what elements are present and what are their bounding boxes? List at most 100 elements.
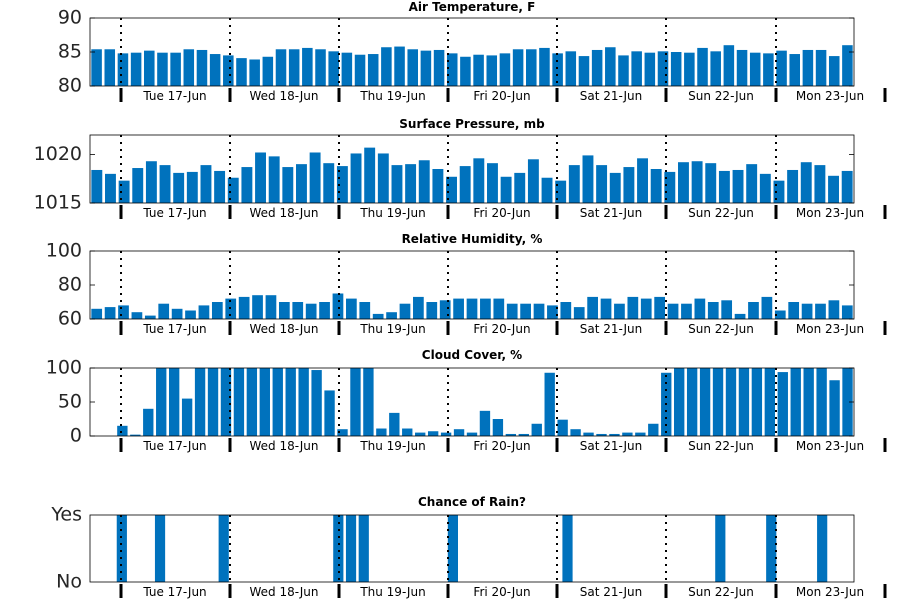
data-bar xyxy=(198,305,210,319)
data-bar xyxy=(614,303,625,319)
day-label: Tue 17-Jun xyxy=(142,206,206,220)
data-bar xyxy=(557,419,568,436)
data-bar xyxy=(573,307,585,319)
data-bar xyxy=(324,390,335,436)
day-label: Sun 22-Jun xyxy=(688,89,754,103)
data-bar xyxy=(328,51,339,86)
data-bar xyxy=(211,302,223,319)
data-bar xyxy=(670,52,682,86)
day-label: Tue 17-Jun xyxy=(142,89,206,103)
data-bar xyxy=(367,54,379,86)
panel-title: Air Temperature, F xyxy=(409,0,536,14)
data-bar xyxy=(143,408,154,436)
data-bar xyxy=(842,45,853,86)
data-bar xyxy=(262,56,274,86)
data-bar xyxy=(433,49,445,86)
data-bar xyxy=(319,302,330,319)
data-bar xyxy=(350,153,362,203)
y-tick-label: 85 xyxy=(58,41,82,63)
data-bar xyxy=(694,298,706,319)
data-bar xyxy=(278,302,290,319)
day-label: Wed 18-Jun xyxy=(250,89,319,103)
day-label: Mon 23-Jun xyxy=(796,206,864,220)
data-bar xyxy=(154,515,166,582)
day-label: Mon 23-Jun xyxy=(796,439,864,453)
data-bar xyxy=(346,298,357,319)
data-bar xyxy=(440,432,452,436)
chart-panel: Surface Pressure, mb 1015 1020 Tue 17-Jun We… xyxy=(34,117,887,220)
data-bar xyxy=(447,515,458,582)
data-bar xyxy=(828,175,839,203)
day-label: Fri 20-Jun xyxy=(473,585,530,599)
day-label: Mon 23-Jun xyxy=(796,585,864,599)
day-label: Fri 20-Jun xyxy=(473,89,530,103)
data-bar xyxy=(787,169,799,203)
data-bar xyxy=(386,312,397,319)
data-bar xyxy=(183,49,195,86)
data-bar xyxy=(748,302,759,319)
data-bar xyxy=(759,173,771,203)
data-bar xyxy=(446,53,458,86)
data-bar xyxy=(420,50,432,86)
data-bar xyxy=(803,368,814,436)
data-bar xyxy=(802,49,814,86)
data-bar xyxy=(506,303,518,319)
data-bar xyxy=(664,171,676,203)
data-bar xyxy=(790,368,801,436)
y-tick-label: 1020 xyxy=(34,143,82,165)
data-bar xyxy=(241,167,253,203)
data-bar xyxy=(699,368,711,436)
data-bar xyxy=(707,302,719,319)
data-bar xyxy=(774,310,786,319)
data-bar xyxy=(766,515,777,582)
data-bar xyxy=(391,165,403,203)
data-bar xyxy=(841,170,853,203)
y-tick-label: 100 xyxy=(46,240,82,262)
data-bar xyxy=(214,170,226,203)
data-bar xyxy=(505,433,517,436)
data-bar xyxy=(130,52,142,86)
data-bar xyxy=(736,49,748,86)
data-bar xyxy=(640,298,652,319)
data-bar xyxy=(583,432,594,436)
data-bar xyxy=(173,172,185,203)
data-bar xyxy=(275,49,287,86)
data-bar xyxy=(459,166,471,203)
data-bar xyxy=(552,53,563,86)
data-bar xyxy=(156,368,167,436)
data-bar xyxy=(363,368,374,436)
data-bar xyxy=(311,370,322,436)
data-bar xyxy=(801,303,813,319)
data-bar xyxy=(389,412,400,436)
data-bar xyxy=(255,152,266,203)
data-bar xyxy=(541,177,553,203)
data-bar xyxy=(814,165,826,203)
data-bar xyxy=(749,52,761,86)
data-bar xyxy=(418,160,430,203)
day-label: Thu 19-Jun xyxy=(359,322,425,336)
data-bar xyxy=(426,302,438,319)
data-bar xyxy=(500,176,512,203)
data-bar xyxy=(648,423,659,436)
day-label: Thu 19-Jun xyxy=(359,206,425,220)
y-tick-label: No xyxy=(56,571,82,593)
data-bar xyxy=(829,380,840,436)
data-bar xyxy=(259,368,270,436)
data-bar xyxy=(493,298,505,319)
data-bar xyxy=(381,47,392,86)
data-bar xyxy=(302,47,313,86)
y-tick-label: 50 xyxy=(58,391,82,413)
day-label: Sat 21-Jun xyxy=(580,206,643,220)
data-bar xyxy=(104,307,116,319)
data-bar xyxy=(354,54,366,86)
data-bar xyxy=(686,368,698,436)
data-bar xyxy=(466,432,478,436)
day-label: Fri 20-Jun xyxy=(473,439,530,453)
data-bar xyxy=(337,429,348,436)
data-bar xyxy=(315,49,326,86)
data-bar xyxy=(531,423,542,436)
data-bar xyxy=(116,515,127,582)
y-tick-label: 60 xyxy=(58,308,82,330)
day-label: Sun 22-Jun xyxy=(688,585,754,599)
data-bar xyxy=(596,433,607,436)
